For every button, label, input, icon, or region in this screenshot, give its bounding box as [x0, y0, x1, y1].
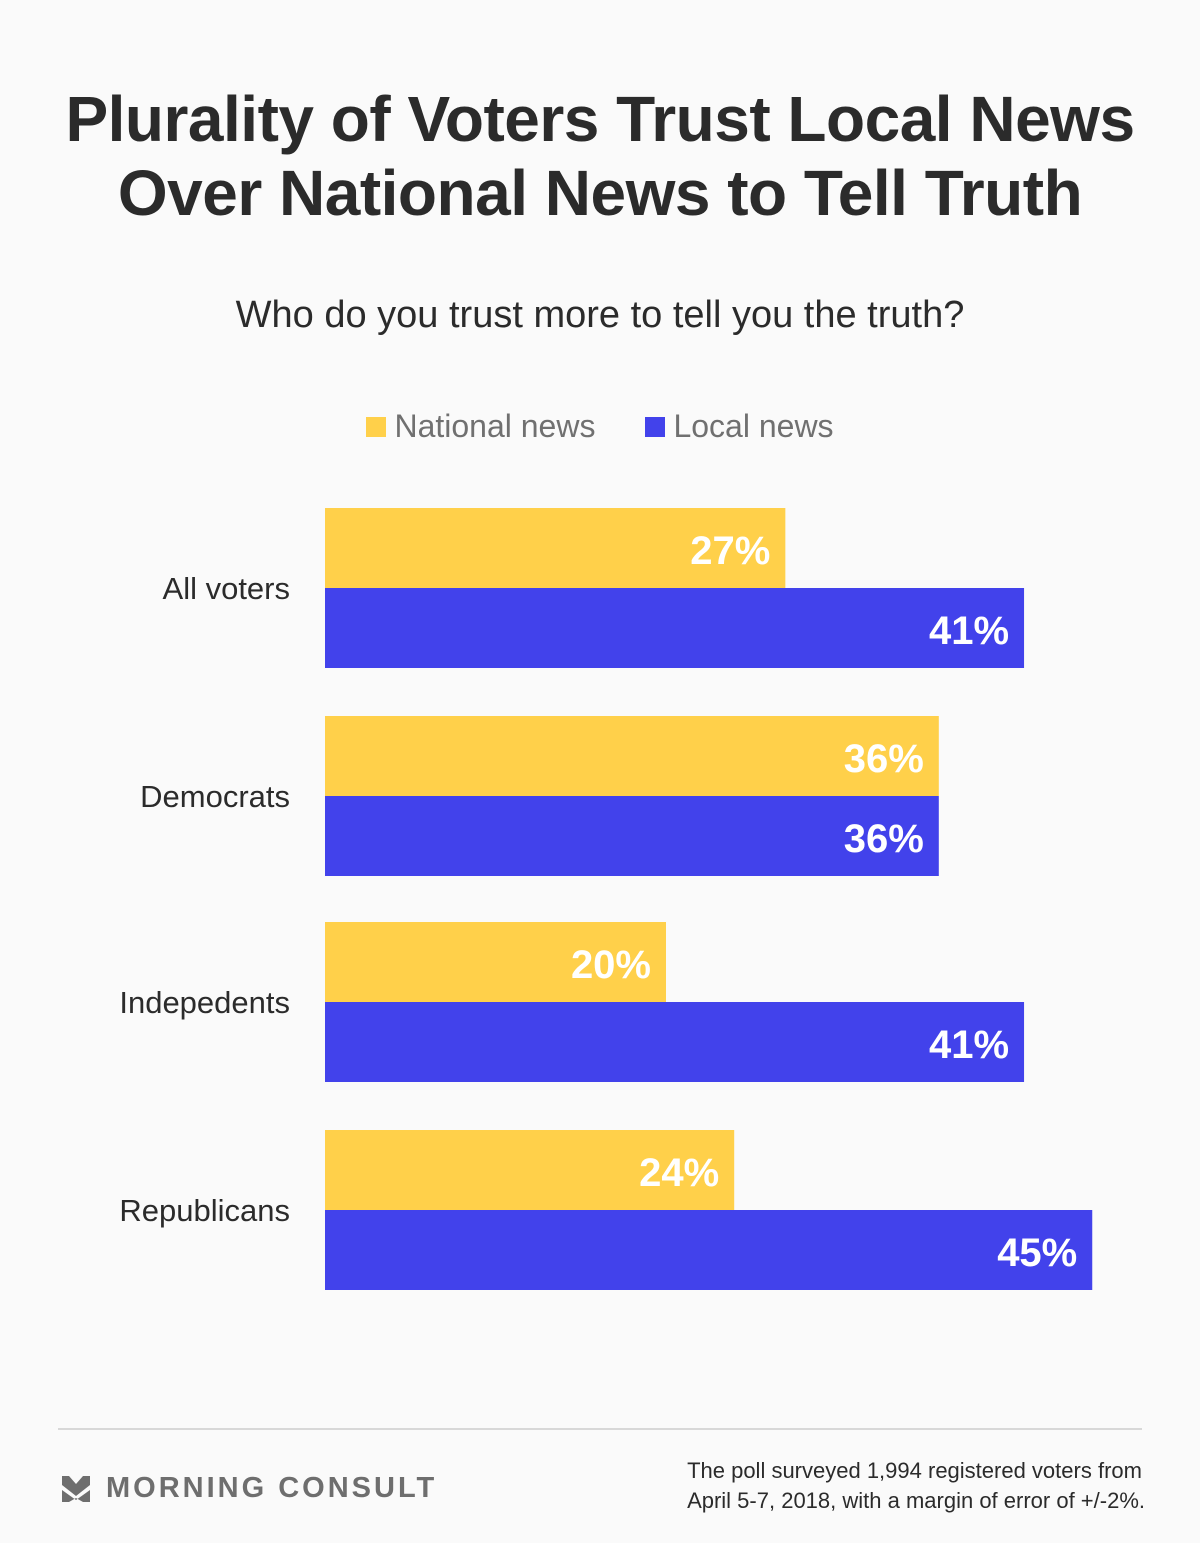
- bar-value-label: 36%: [844, 817, 924, 861]
- brand-name: MORNING CONSULT: [106, 1472, 438, 1504]
- bar-value-label: 36%: [844, 737, 924, 781]
- chart-title: Plurality of Voters Trust Local News Ove…: [0, 82, 1200, 230]
- bar-national-news: [325, 922, 666, 1002]
- title-line-1: Plurality of Voters Trust Local News: [65, 83, 1135, 155]
- note-line-2: April 5-7, 2018, with a margin of error …: [687, 1488, 1145, 1513]
- chart-subtitle: Who do you trust more to tell you the tr…: [235, 294, 965, 336]
- category-label: Democrats: [140, 779, 290, 814]
- bar-national-news: [325, 1130, 735, 1210]
- legend-item-national: National news: [366, 408, 595, 445]
- bar-value-label: 27%: [690, 529, 770, 573]
- legend-swatch-national: [366, 416, 387, 437]
- legend: National news Local news: [0, 408, 1200, 445]
- bar-local-news: [325, 588, 1025, 668]
- morning-consult-chevron-icon: [62, 1475, 90, 1502]
- legend-label-national: National news: [394, 408, 596, 444]
- note-line-1: The poll surveyed 1,994 registered voter…: [687, 1458, 1142, 1483]
- category-label: Republicans: [119, 1193, 290, 1228]
- bar-value-label: 41%: [929, 1023, 1009, 1067]
- bar-value-label: 45%: [997, 1231, 1077, 1275]
- bar-value-label: 20%: [571, 943, 651, 987]
- bar-value-label: 41%: [929, 609, 1009, 653]
- bar-local-news: [325, 1002, 1025, 1082]
- bar-national-news: [325, 508, 786, 588]
- category-label: All voters: [163, 571, 290, 606]
- footer-divider: [58, 1428, 1142, 1430]
- title-line-2: Over National News to Tell Truth: [117, 157, 1083, 229]
- legend-item-local: Local news: [645, 408, 834, 445]
- legend-swatch-local: [645, 416, 666, 437]
- brand-logo: MORNING CONSULT: [62, 1472, 437, 1505]
- bar-local-news: [325, 796, 939, 876]
- bar-chart: All voters 27% 41% Democrats 36% 36% Indepeden…: [119, 508, 1093, 1290]
- category-label: Indepedents: [119, 985, 290, 1020]
- legend-label-local: Local news: [673, 408, 834, 444]
- bar-national-news: [325, 716, 939, 796]
- bar-local-news: [325, 1210, 1093, 1290]
- methodology-note: The poll surveyed 1,994 registered voter…: [687, 1456, 1145, 1516]
- bar-value-label: 24%: [639, 1151, 719, 1195]
